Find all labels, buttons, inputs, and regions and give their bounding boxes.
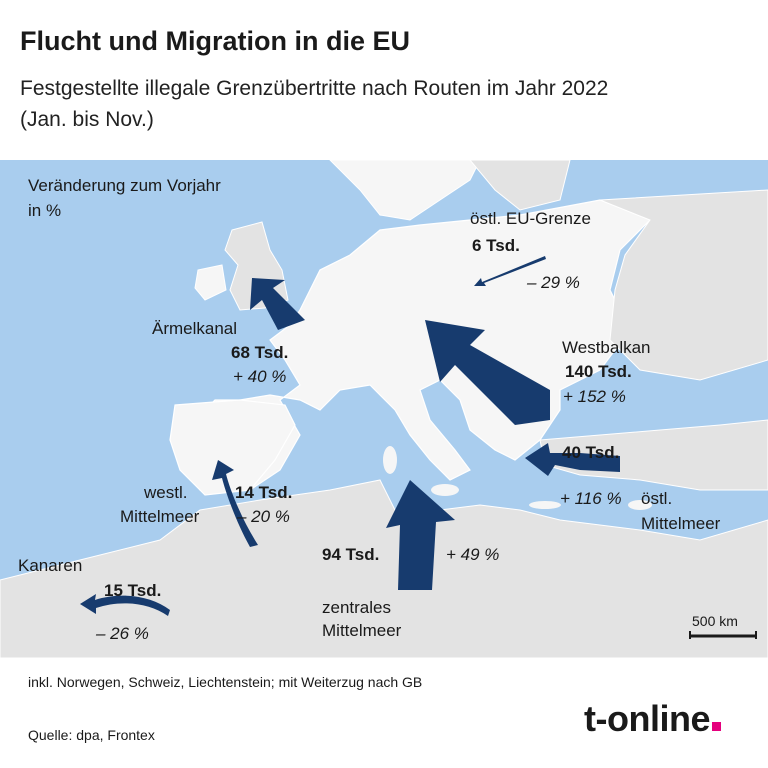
route-change: – 20 % xyxy=(237,507,290,526)
island-crete xyxy=(529,501,561,509)
scale-bar xyxy=(689,631,757,639)
route-value: 6 Tsd. xyxy=(472,236,520,255)
route-name: Kanaren xyxy=(18,556,83,575)
route-change: + 152 % xyxy=(563,387,626,406)
route-value: 40 Tsd. xyxy=(562,443,620,462)
canary-island xyxy=(34,591,42,599)
route-value: 14 Tsd. xyxy=(235,483,293,502)
arrow-balkan xyxy=(425,320,550,425)
arrow-channel xyxy=(250,278,305,330)
island-sicily xyxy=(431,484,459,496)
scale-label: 500 km xyxy=(692,613,738,629)
route-change: – 29 % xyxy=(527,273,580,292)
route-label-east-border: östl. EU-Grenze xyxy=(470,208,591,230)
canary-island xyxy=(62,588,70,596)
land-east xyxy=(599,189,768,381)
arrow-west-med xyxy=(212,460,258,547)
canary-island xyxy=(47,593,57,603)
map-graphic xyxy=(0,160,768,658)
route-arrows xyxy=(80,256,620,616)
route-value: 140 Tsd. xyxy=(565,362,632,381)
route-change: + 40 % xyxy=(233,367,287,386)
route-name: Mittelmeer xyxy=(641,514,721,533)
source-note: Quelle: dpa, Frontex xyxy=(28,727,155,743)
legend-line: Veränderung zum Vorjahr xyxy=(28,176,221,195)
route-name: Ärmelkanal xyxy=(152,319,238,338)
arrow-east-med xyxy=(525,443,620,476)
arrow-canaries xyxy=(80,594,170,616)
route-change: + 49 % xyxy=(446,545,500,564)
arrow-central-med xyxy=(386,480,455,590)
route-name: östl. EU-Grenze xyxy=(470,209,591,228)
footnote: inkl. Norwegen, Schweiz, Liechtenstein; … xyxy=(28,674,423,690)
route-value: 15 Tsd. xyxy=(104,581,162,600)
route-change: – 26 % xyxy=(96,624,149,643)
land-ireland xyxy=(194,264,227,301)
brand-logo: t-online xyxy=(584,698,721,740)
route-name: östl. xyxy=(641,489,673,508)
route-value: 94 Tsd. xyxy=(322,545,380,564)
logo-dot xyxy=(711,722,721,731)
route-value: 68 Tsd. xyxy=(231,343,289,362)
page-title: Flucht und Migration in die EU xyxy=(20,26,410,56)
arrow-east-border xyxy=(474,256,546,286)
migration-map: Veränderung zum Vorjahr in % östl. EU-Gr… xyxy=(0,160,768,658)
land-turkey xyxy=(539,419,768,491)
legend-line: in % xyxy=(28,201,62,220)
route-name: westl. xyxy=(144,483,188,502)
land-africa xyxy=(0,479,768,658)
route-name: Mittelmeer xyxy=(120,507,200,526)
route-name: zentrales xyxy=(322,598,391,617)
canary-island xyxy=(75,597,81,603)
land-iberia xyxy=(169,399,296,496)
route-change: + 116 % xyxy=(560,489,622,508)
island-sardinia xyxy=(383,446,397,474)
route-name: Westbalkan xyxy=(562,338,651,357)
island-cyprus xyxy=(628,500,652,510)
route-name: Mittelmeer xyxy=(322,621,402,640)
page-subtitle: Festgestellte illegale Grenzübertritte n… xyxy=(20,77,609,131)
legend-note: Veränderung zum Vorjahr in % xyxy=(28,173,288,223)
land-finland-russia xyxy=(469,160,571,211)
logo-text: t-online xyxy=(584,698,710,739)
